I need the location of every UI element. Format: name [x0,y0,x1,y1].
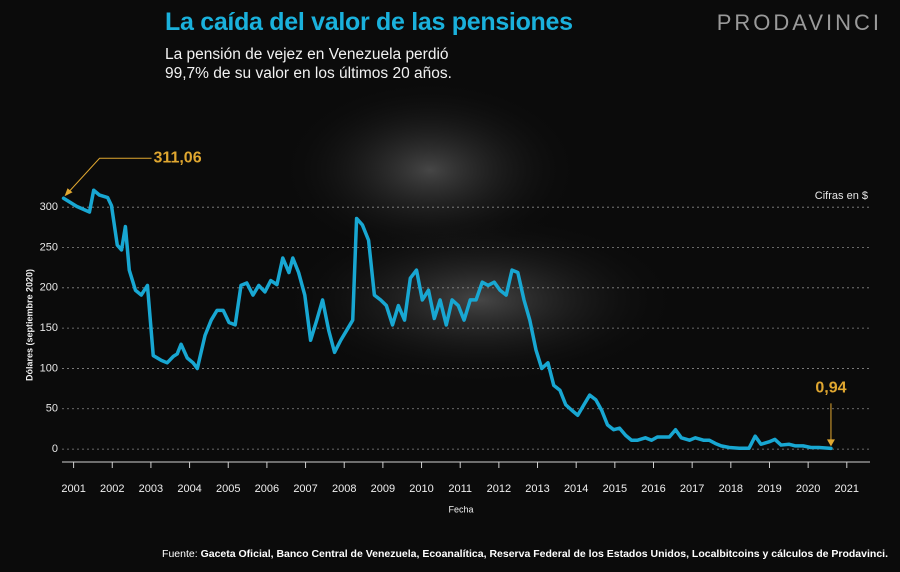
x-tick-label: 2007 [293,483,317,495]
x-tick-label: 2012 [487,483,511,495]
photo-hand-top [280,80,580,260]
x-tick-label: 2021 [835,483,859,495]
x-tick-label: 2019 [757,483,781,495]
source-text: Gaceta Oficial, Banco Central de Venezue… [200,548,888,560]
data-line [61,188,833,451]
y-tick-label: 300 [40,201,58,213]
y-axis-title: Dólares (septiembre 2020) [24,269,34,381]
y-tick-label: 50 [46,403,58,415]
x-tick-label: 2008 [332,483,356,495]
x-tick-label: 2006 [255,483,279,495]
x-axis-title: Fecha [448,504,473,514]
x-tick-label: 2014 [564,483,588,495]
y-tick-label: 150 [40,322,58,334]
x-tick-label: 2015 [603,483,627,495]
brand: PRODAVINCI [716,10,882,35]
x-tick-label: 2002 [100,483,124,495]
x-tick-label: 2001 [61,483,85,495]
x-tick-label: 2018 [719,483,743,495]
arrow-head [826,439,835,447]
photo-hand-bottom [280,215,680,385]
annotation-arrow [67,157,152,194]
note: Cifras en $ [815,190,868,202]
x-tick-label: 2003 [139,483,163,495]
y-tick-label: 250 [40,241,58,253]
x-tick-label: 2009 [371,483,395,495]
x-tick-label: 2011 [448,483,472,495]
y-tick-label: 200 [40,282,58,294]
source: Fuente: Gaceta Oficial, Banco Central de… [162,548,888,560]
title: La caída del valor de las pensiones [165,8,573,36]
x-tick-label: 2010 [409,483,433,495]
y-tick-label: 0 [52,443,58,455]
x-tick-label: 2017 [680,483,704,495]
x-tick-label: 2013 [525,483,549,495]
value-label: 0,94 [815,380,846,397]
arrow-head [64,188,73,197]
source-prefix: Fuente: [162,548,198,560]
x-tick-label: 2005 [216,483,240,495]
x-tick-label: 2004 [177,483,201,495]
x-tick-label: 2016 [641,483,665,495]
x-tick-label: 2020 [796,483,820,495]
subtitle: La pensión de vejez en Venezuela perdió … [165,46,452,82]
y-tick-label: 100 [40,362,58,374]
value-label: 311,06 [154,149,202,166]
